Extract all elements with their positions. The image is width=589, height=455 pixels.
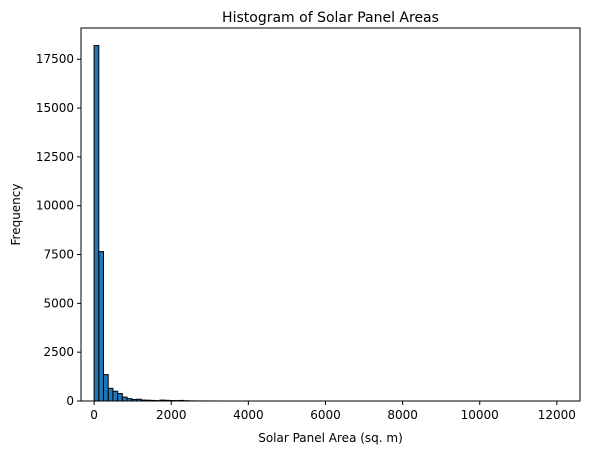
y-tick-label: 12500 [36, 150, 74, 164]
y-tick-label: 0 [66, 394, 74, 408]
x-tick-label: 6000 [310, 408, 341, 422]
y-tick-label: 2500 [43, 345, 74, 359]
x-axis: 0 2000 4000 6000 8000 10000 12000 [90, 401, 576, 422]
y-tick-label: 10000 [36, 199, 74, 213]
histogram-bar [112, 390, 119, 402]
x-tick-label: 12000 [538, 408, 576, 422]
histogram-bar [121, 396, 128, 402]
plot-frame [80, 27, 581, 402]
y-tick-label: 15000 [36, 101, 74, 115]
y-tick-label: 5000 [43, 296, 74, 310]
bars-group [93, 45, 227, 402]
histogram-bar [103, 374, 109, 402]
x-tick-label: 4000 [233, 408, 264, 422]
y-tick-label: 17500 [36, 52, 74, 66]
histogram-bar [117, 393, 123, 402]
y-axis: 0 2500 5000 7500 10000 12500 15000 17500 [36, 52, 81, 408]
x-tick-label: 2000 [156, 408, 187, 422]
histogram-bar [98, 251, 105, 402]
histogram-bar [93, 45, 100, 402]
x-tick-label: 0 [90, 408, 98, 422]
y-axis-label: Frequency [9, 184, 23, 246]
y-tick-label: 7500 [43, 248, 74, 262]
x-tick-label: 8000 [387, 408, 418, 422]
x-tick-label: 10000 [461, 408, 499, 422]
x-axis-label: Solar Panel Area (sq. m) [258, 431, 403, 445]
chart-title: Histogram of Solar Panel Areas [222, 10, 439, 26]
histogram-bar [107, 387, 114, 402]
